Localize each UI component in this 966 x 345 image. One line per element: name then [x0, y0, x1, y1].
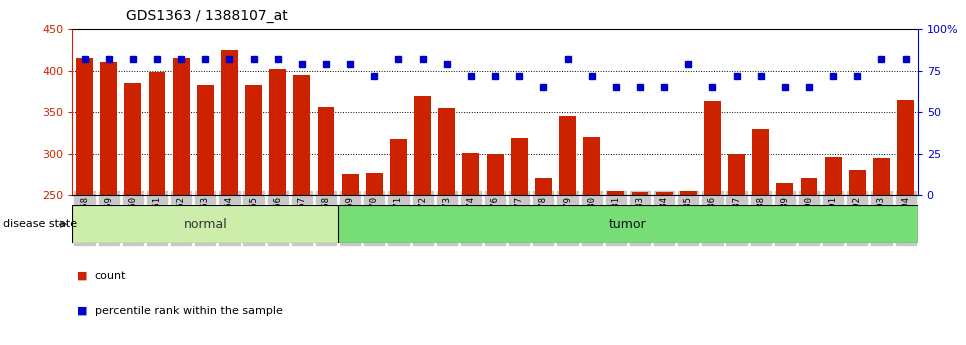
Text: tumor: tumor — [610, 218, 646, 231]
Text: ■: ■ — [77, 306, 88, 315]
Bar — [173, 58, 189, 195]
Bar — [342, 174, 358, 195]
Bar — [704, 101, 721, 195]
Bar — [583, 137, 600, 195]
Text: ■: ■ — [77, 271, 88, 281]
Bar — [777, 183, 793, 195]
Bar — [753, 129, 769, 195]
Bar — [294, 75, 310, 195]
Bar — [825, 157, 841, 195]
Bar — [414, 96, 431, 195]
Bar — [270, 69, 286, 195]
Bar — [125, 83, 141, 195]
Text: percentile rank within the sample: percentile rank within the sample — [95, 306, 282, 315]
Bar — [511, 138, 527, 195]
Text: disease state: disease state — [3, 219, 77, 229]
Bar — [680, 191, 696, 195]
Bar — [535, 178, 552, 195]
Bar — [849, 170, 866, 195]
Bar — [390, 139, 407, 195]
Bar — [439, 108, 455, 195]
Bar — [897, 100, 914, 195]
Bar — [656, 193, 672, 195]
Bar — [366, 172, 383, 195]
Bar — [559, 116, 576, 195]
Bar — [245, 85, 262, 195]
Bar — [463, 153, 479, 195]
Bar — [76, 58, 93, 195]
Bar — [728, 154, 745, 195]
Text: GDS1363 / 1388107_at: GDS1363 / 1388107_at — [126, 9, 287, 23]
Bar — [197, 85, 213, 195]
Bar — [338, 205, 918, 243]
Bar — [487, 154, 503, 195]
Bar — [72, 205, 338, 243]
Bar — [873, 158, 890, 195]
Bar — [100, 62, 117, 195]
Bar — [149, 71, 165, 195]
Bar — [221, 50, 238, 195]
Text: normal: normal — [184, 218, 227, 231]
Text: count: count — [95, 271, 127, 281]
Bar — [801, 178, 817, 195]
Bar — [608, 191, 624, 195]
Bar — [318, 107, 334, 195]
Bar — [632, 193, 648, 195]
